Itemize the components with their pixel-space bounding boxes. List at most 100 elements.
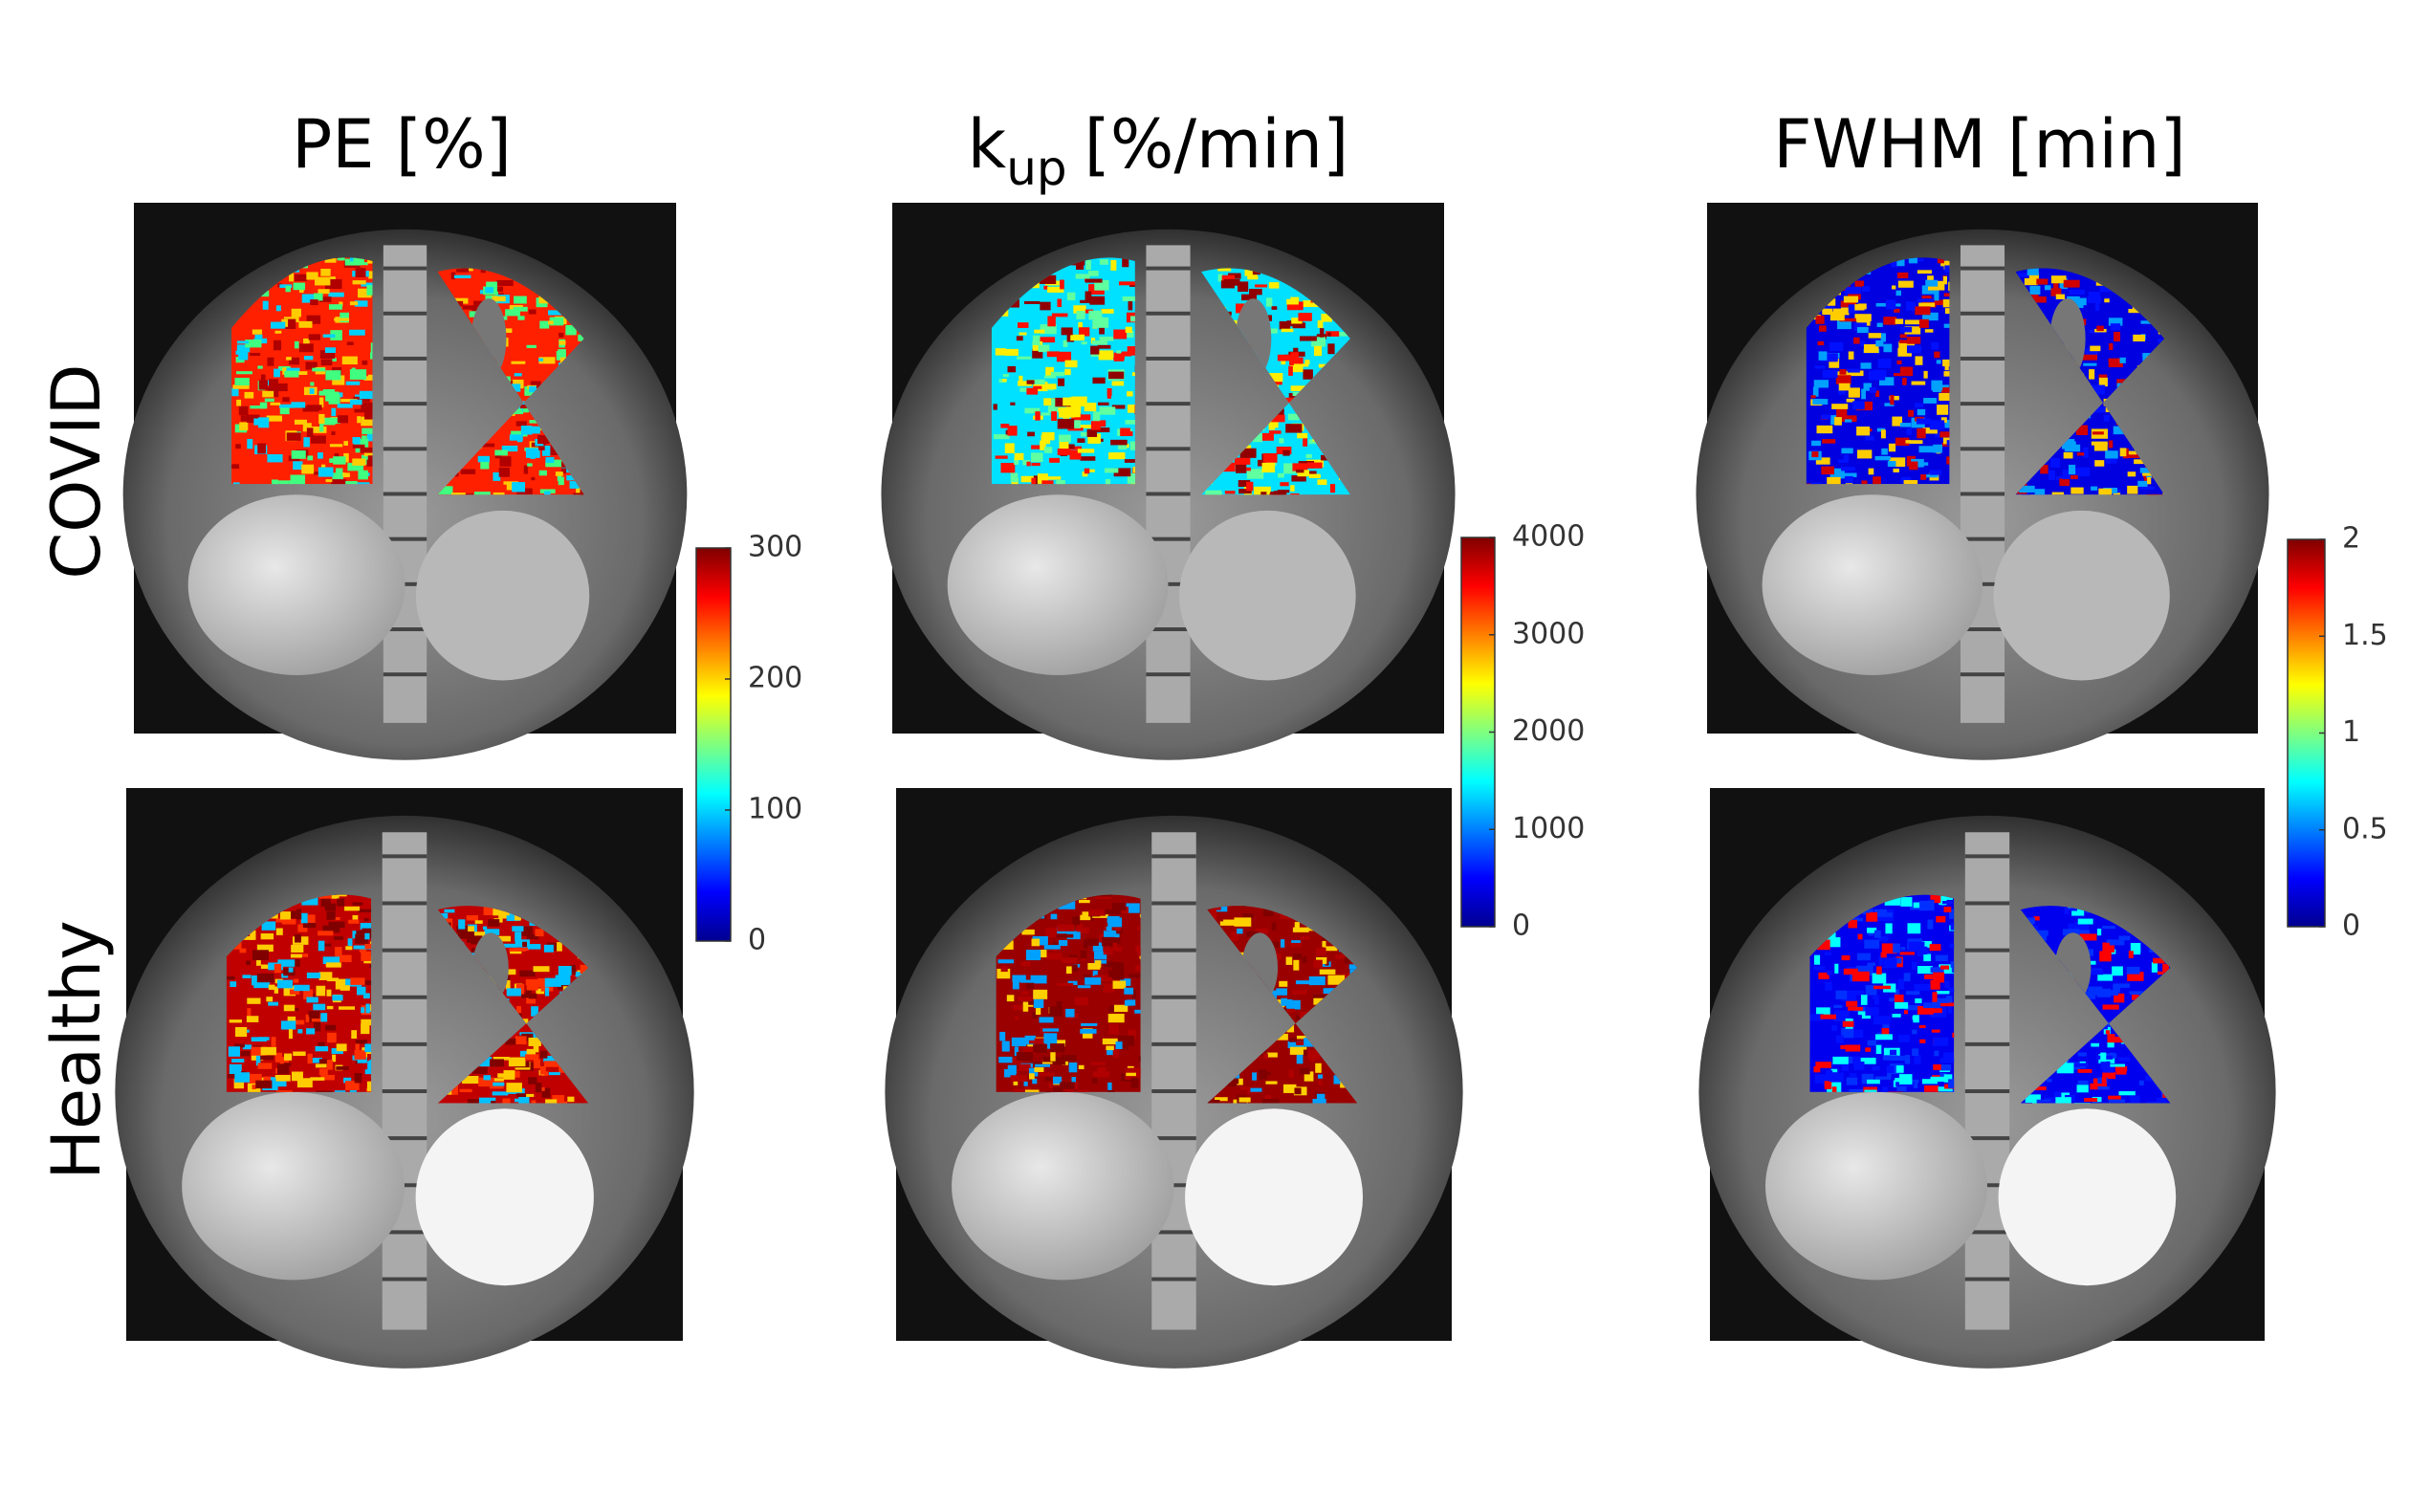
lung-speckle [2147,476,2152,485]
lung-speckle [2114,1065,2128,1072]
lung-speckle [1124,987,1134,995]
lung-speckle [1100,420,1106,427]
lung-speckle [334,318,350,321]
lung-speckle [2105,1030,2111,1035]
lung-speckle [2033,916,2040,921]
lung-speckle [229,1063,242,1075]
lung-speckle [1117,1035,1134,1046]
lung-speckle [510,949,522,954]
lung-speckle [1899,952,1916,955]
lung-speckle [1818,325,1827,332]
lung-speckle [1241,294,1258,301]
lung-speckle [1286,1024,1295,1033]
lung-speckle [2033,1086,2047,1091]
lung-speckle [2017,273,2029,278]
lung-speckle [1317,479,1327,486]
lung-speckle [314,293,323,301]
lung-speckle [2128,308,2145,314]
lung-speckle [1898,341,1916,350]
lung-speckle [1026,380,1035,384]
lung-speckle [256,959,261,966]
lung-speckle [505,1038,516,1045]
lung-speckle [1822,306,1833,316]
lung-speckle [229,1019,243,1023]
lung-speckle [1940,260,1950,267]
lung-speckle [1217,268,1232,272]
lung-speckle [1106,1089,1115,1092]
lung-speckle [1025,950,1041,961]
lung-speckle [1939,1002,1955,1007]
lung-speckle [2073,1063,2089,1067]
lung-speckle [1937,405,1949,415]
lung-speckle [1039,1072,1055,1077]
lung-speckle [294,419,307,425]
lung-speckle [2075,930,2090,936]
lung-speckle [1822,439,1836,444]
lung-speckle [2063,279,2080,288]
lung-speckle [350,977,365,985]
lung-speckle [238,349,249,361]
lung-speckle [1271,922,1277,931]
lung-speckle [1940,417,1947,424]
lung-speckle [275,928,283,935]
lung-speckle [1058,434,1071,443]
lung-speckle [1905,301,1916,311]
lung-speckle [537,977,551,988]
lung-speckle [320,898,331,908]
lung-speckle [1825,952,1831,955]
vertebra [1964,1089,2010,1094]
lung-speckle [336,1043,347,1052]
lung-speckle [366,433,373,442]
lung-speckle [514,296,527,304]
lung-speckle [1242,913,1254,919]
lung-speckle [1846,1077,1858,1085]
lung-speckle [1818,972,1829,979]
lung-speckle [2088,292,2100,302]
lung-speckle [1822,369,1838,379]
lung-speckle [1303,1049,1308,1056]
lung-speckle [2102,942,2114,953]
lung-speckle [2075,425,2089,436]
lung-speckle [1291,940,1301,944]
lung-speckle [576,487,581,495]
lung-speckle [2102,1072,2116,1080]
lung-speckle [333,936,343,940]
lung-speckle [273,340,282,351]
lung-speckle [1890,1049,1897,1056]
lung-speckle [1835,1035,1844,1043]
lung-speckle [1291,990,1307,995]
lung-speckle [2079,933,2097,941]
lung-speckle [1875,1044,1882,1055]
lung-speckle [361,1023,370,1035]
lung-speckle [236,344,251,353]
lung-speckle [361,1007,365,1014]
lung-speckle [555,975,571,986]
lung-speckle [2097,974,2114,981]
lung-speckle [1834,1010,1850,1021]
lung-speckle [1234,917,1252,927]
lung-speckle [1854,314,1872,321]
vertebra [1146,581,1191,586]
lung-speckle [1844,419,1852,423]
lung-speckle [1283,463,1299,474]
lung-speckle [275,305,281,312]
lung-speckle [1107,1014,1125,1023]
lung-speckle [1895,318,1904,324]
lung-speckle [1031,477,1036,485]
lung-speckle [526,982,538,991]
lung-speckle [1917,298,1935,302]
lung-speckle [1830,415,1838,426]
lung-speckle [303,356,314,361]
lung-speckle [493,1057,510,1061]
lung-speckle [2055,1097,2071,1104]
lung-speckle [1057,298,1063,308]
lung-speckle [318,1068,328,1076]
lung-speckle [328,304,342,310]
lung-speckle [1032,935,1048,946]
lung-speckle [2050,288,2062,296]
lung-speckle [1911,961,1917,970]
lung-speckle [1924,474,1939,478]
lung-speckle [353,482,370,485]
lung-speckle [1033,475,1039,485]
lung-speckle [320,1013,328,1022]
